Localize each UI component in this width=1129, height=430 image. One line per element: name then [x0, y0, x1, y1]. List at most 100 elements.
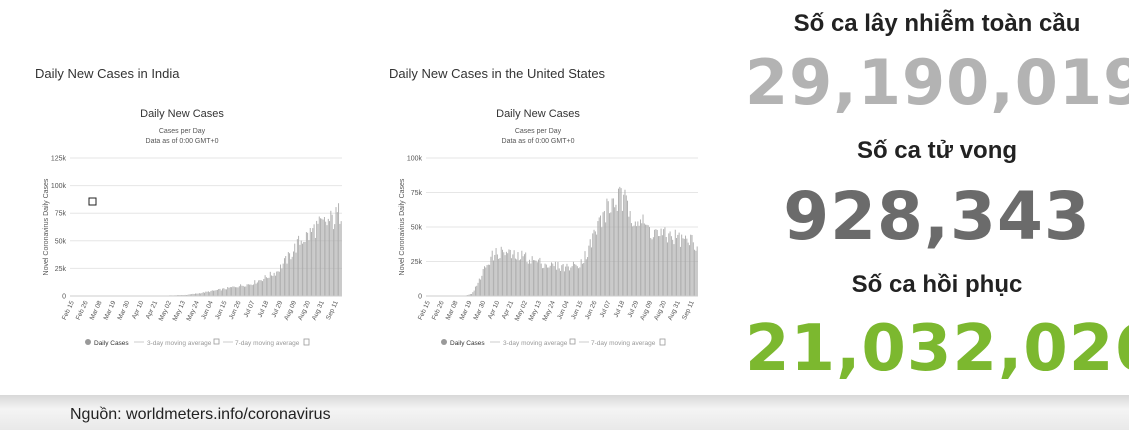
bar [606, 198, 608, 296]
bar [318, 216, 320, 296]
bar [468, 294, 470, 296]
bar [308, 240, 310, 296]
bar [518, 260, 520, 296]
bar [196, 293, 198, 296]
chart-subtitle-2: Data as of 0:00 GMT+0 [502, 138, 575, 145]
bar [334, 224, 336, 296]
bar [591, 247, 592, 296]
bar [246, 284, 248, 296]
legend-daily-cases: Daily Cases [450, 340, 485, 347]
chart-subtitle: Cases per Day [515, 128, 562, 135]
bar [188, 294, 190, 296]
bar [562, 263, 564, 296]
bar [632, 226, 634, 296]
bar [491, 250, 493, 296]
legend-toggle-icon [569, 338, 576, 345]
y-tick-label: 75k [55, 211, 67, 218]
y-axis-label: Novel Coronavirus Daily Cases [43, 178, 50, 275]
bar [195, 293, 196, 296]
bar [303, 241, 305, 296]
bar [214, 290, 216, 296]
y-tick-label: 100k [407, 156, 423, 163]
bar [609, 213, 610, 296]
bar [607, 201, 609, 296]
bar [272, 275, 274, 296]
bar [259, 280, 261, 296]
bar [696, 246, 698, 296]
x-tick-label: May 24 [186, 300, 202, 323]
legend-7day: 7-day moving average [235, 340, 300, 347]
bar [478, 278, 480, 296]
bar [244, 286, 245, 296]
bar [538, 259, 540, 296]
bar [687, 242, 689, 296]
bar [616, 210, 618, 296]
bar [207, 291, 209, 296]
x-tick-label: Jul 29 [627, 300, 641, 319]
x-tick-label: Aug 09 [639, 300, 654, 322]
bar [253, 284, 254, 296]
bar [477, 282, 479, 296]
bar [326, 225, 328, 296]
chart-title: Daily New Cases [496, 108, 580, 120]
bar [291, 256, 293, 296]
bar [232, 286, 234, 296]
bar [307, 232, 309, 296]
bar [335, 207, 337, 296]
bar [238, 286, 240, 296]
bar [211, 290, 213, 296]
bar [581, 263, 583, 296]
bar [665, 236, 667, 296]
bar [516, 259, 518, 296]
bar [235, 287, 236, 296]
bar [187, 294, 189, 296]
bar [336, 212, 338, 296]
bar [505, 251, 507, 296]
bar [258, 280, 260, 296]
bar [219, 288, 221, 296]
bar [200, 293, 202, 296]
bar [628, 216, 630, 296]
y-tick-label: 100k [51, 183, 67, 190]
bar [223, 288, 225, 296]
x-tick-label: Jun 26 [228, 300, 243, 321]
bar [469, 294, 471, 296]
bar [545, 264, 547, 296]
x-tick-label: Jun 26 [584, 300, 599, 321]
x-tick-label: Jun 04 [200, 300, 215, 321]
y-axis-label: Novel Coronavirus Daily Cases [399, 178, 406, 275]
bar [679, 246, 681, 296]
x-tick-label: Jul 18 [257, 300, 271, 319]
bar [228, 287, 230, 296]
bar [664, 227, 666, 296]
bar [561, 265, 563, 296]
bar [681, 234, 683, 296]
bar [260, 280, 262, 296]
x-tick-label: Jun 04 [556, 300, 571, 321]
india-panel-title: Daily New Cases in India [35, 66, 180, 81]
bar [674, 229, 676, 296]
bar [525, 252, 527, 296]
bar [241, 285, 243, 296]
bar [572, 261, 574, 296]
bar [484, 266, 485, 296]
bar [553, 266, 555, 296]
bar [271, 275, 273, 296]
bar [565, 266, 567, 296]
x-tick-label: Jul 29 [271, 300, 285, 319]
bar [592, 233, 594, 296]
bar [314, 237, 316, 296]
bar [495, 248, 497, 296]
bar [661, 235, 663, 296]
bar [191, 294, 193, 296]
x-tick-label: Aug 31 [311, 300, 326, 322]
bar [278, 271, 280, 296]
bar [197, 293, 199, 296]
bar [302, 243, 303, 296]
bar [289, 253, 291, 296]
chart-title: Daily New Cases [140, 108, 224, 120]
bar [597, 221, 599, 296]
bar [633, 225, 635, 296]
bar [480, 279, 482, 296]
bar [233, 286, 235, 296]
